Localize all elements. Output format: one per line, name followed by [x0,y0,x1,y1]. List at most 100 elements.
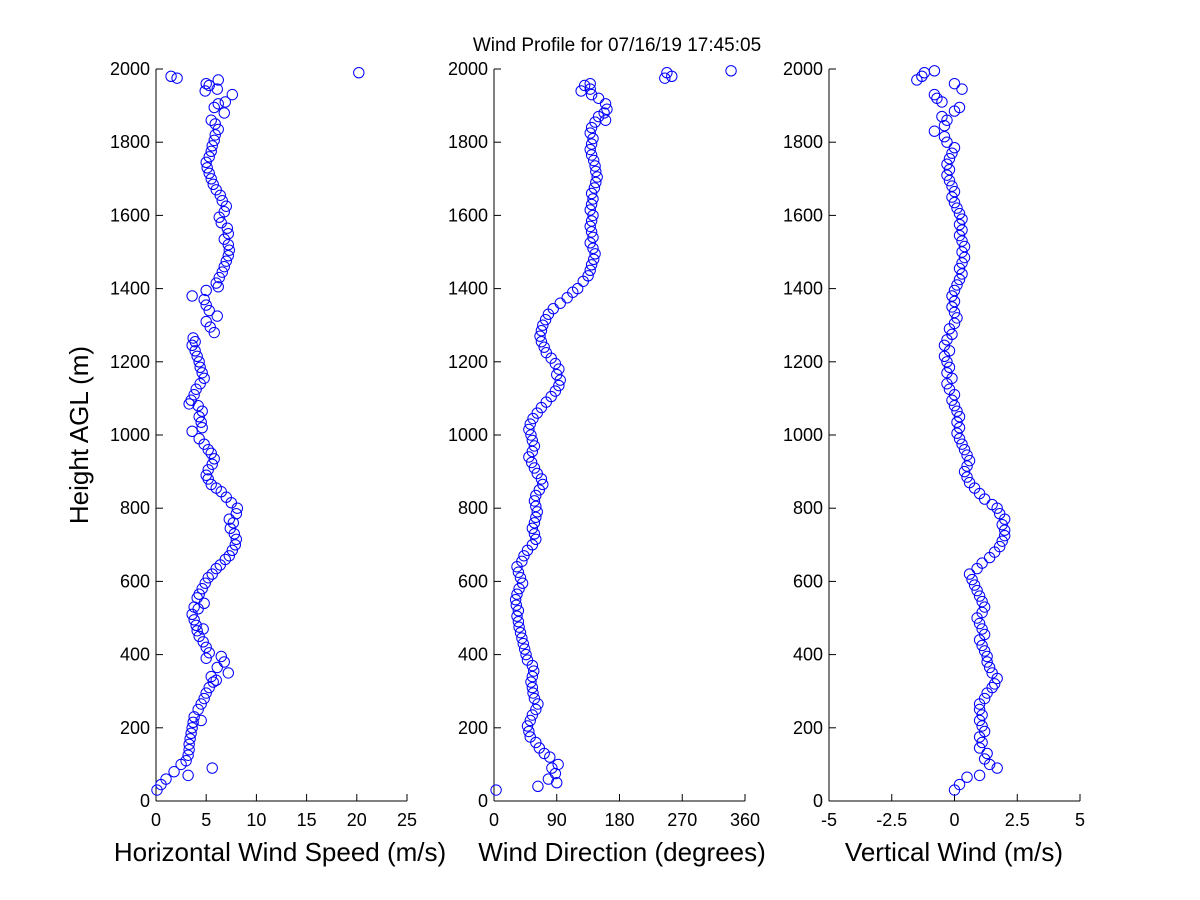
data-point [601,103,613,115]
vertical-wind-panel: 0 200 400 600 800 1000 1200 1400 1600 1800 2000 -5 -… [783,59,1085,867]
x-tick-label: 20 [347,810,367,830]
data-point [186,425,198,438]
data-point [230,533,243,546]
data-point [222,249,234,262]
data-point [961,460,973,472]
x-tick-label: 180 [604,810,634,830]
data-point [938,120,951,132]
data-point [956,213,968,225]
data-point [528,528,541,540]
data-point [205,478,217,491]
data-point [961,449,973,461]
data-point [230,507,243,520]
data-point [953,421,966,434]
data-point [210,562,222,575]
data-point [533,742,546,754]
data-point [197,623,209,635]
data-point [191,350,203,363]
data-point [978,645,991,657]
data-point [599,114,612,126]
y-tick-label: 600 [793,571,823,591]
data-point [207,178,219,190]
data-point [961,771,973,783]
data-point [200,469,212,481]
data-point [978,692,991,705]
y-tick-label: 400 [120,645,150,665]
data-point [986,498,998,511]
data-point [956,224,968,236]
data-point [943,163,956,176]
data-point [953,218,966,231]
y-tick-label: 0 [478,791,488,811]
data-point [598,107,610,119]
data-point [986,667,998,679]
data-point [510,599,523,611]
data-point [951,202,963,214]
y-tick-label: 1600 [110,205,150,225]
data-point [943,361,956,373]
data-point [585,149,598,161]
data-point [725,65,737,77]
data-point [195,416,207,428]
data-point [185,727,197,739]
data-point [209,129,221,141]
y-tick-label: 800 [120,498,150,518]
data-point [948,185,961,198]
data-point [220,255,232,267]
data-point [554,374,566,386]
data-point [575,85,587,97]
data-point [951,416,963,428]
data-point [182,749,194,761]
x-tick-label: 90 [547,810,567,830]
y-tick-label: 600 [458,571,488,591]
data-point [941,367,953,379]
data-point [205,114,217,126]
data-point [956,235,968,247]
y-axis-label: Height AGL (m) [64,346,94,524]
data-point [186,290,198,302]
data-point [512,604,525,617]
data-point [587,193,599,205]
data-point [223,244,235,256]
data-point [211,661,223,674]
x-tick-label: -5 [821,810,837,830]
data-point [513,583,525,595]
data-point [203,167,215,180]
data-point [585,259,598,271]
data-point [956,257,968,269]
data-point [211,310,223,322]
y-tick-label: 1000 [783,425,823,445]
data-point [978,753,991,765]
data-point [511,610,523,622]
data-point [589,248,601,260]
data-point [226,544,239,556]
data-point [956,83,968,95]
y-tick-label: 1800 [783,132,823,152]
data-point [546,762,558,774]
data-point [983,661,996,674]
data-point [589,160,601,172]
data-point [229,539,242,551]
data-point [996,535,1008,547]
data-point [530,511,542,524]
y-tick-label: 1600 [783,205,823,225]
data-point [187,716,199,729]
data-point [212,98,224,110]
data-point [943,174,956,187]
data-point [590,165,602,178]
x-tick-label: 0 [949,810,959,830]
data-point [516,632,528,644]
data-point [532,780,544,793]
x-tick-label: 0 [151,810,161,830]
data-point [193,356,205,368]
data-point [524,731,536,743]
data-point [981,656,993,668]
data-point [535,324,548,337]
x-tick-label: 2.5 [1005,810,1030,830]
data-point [526,522,539,535]
panel-2-x-label: Wind Direction (degrees) [478,837,766,867]
data-point [203,647,215,659]
data-point [971,584,983,597]
data-point [585,226,598,238]
data-point [591,171,603,183]
